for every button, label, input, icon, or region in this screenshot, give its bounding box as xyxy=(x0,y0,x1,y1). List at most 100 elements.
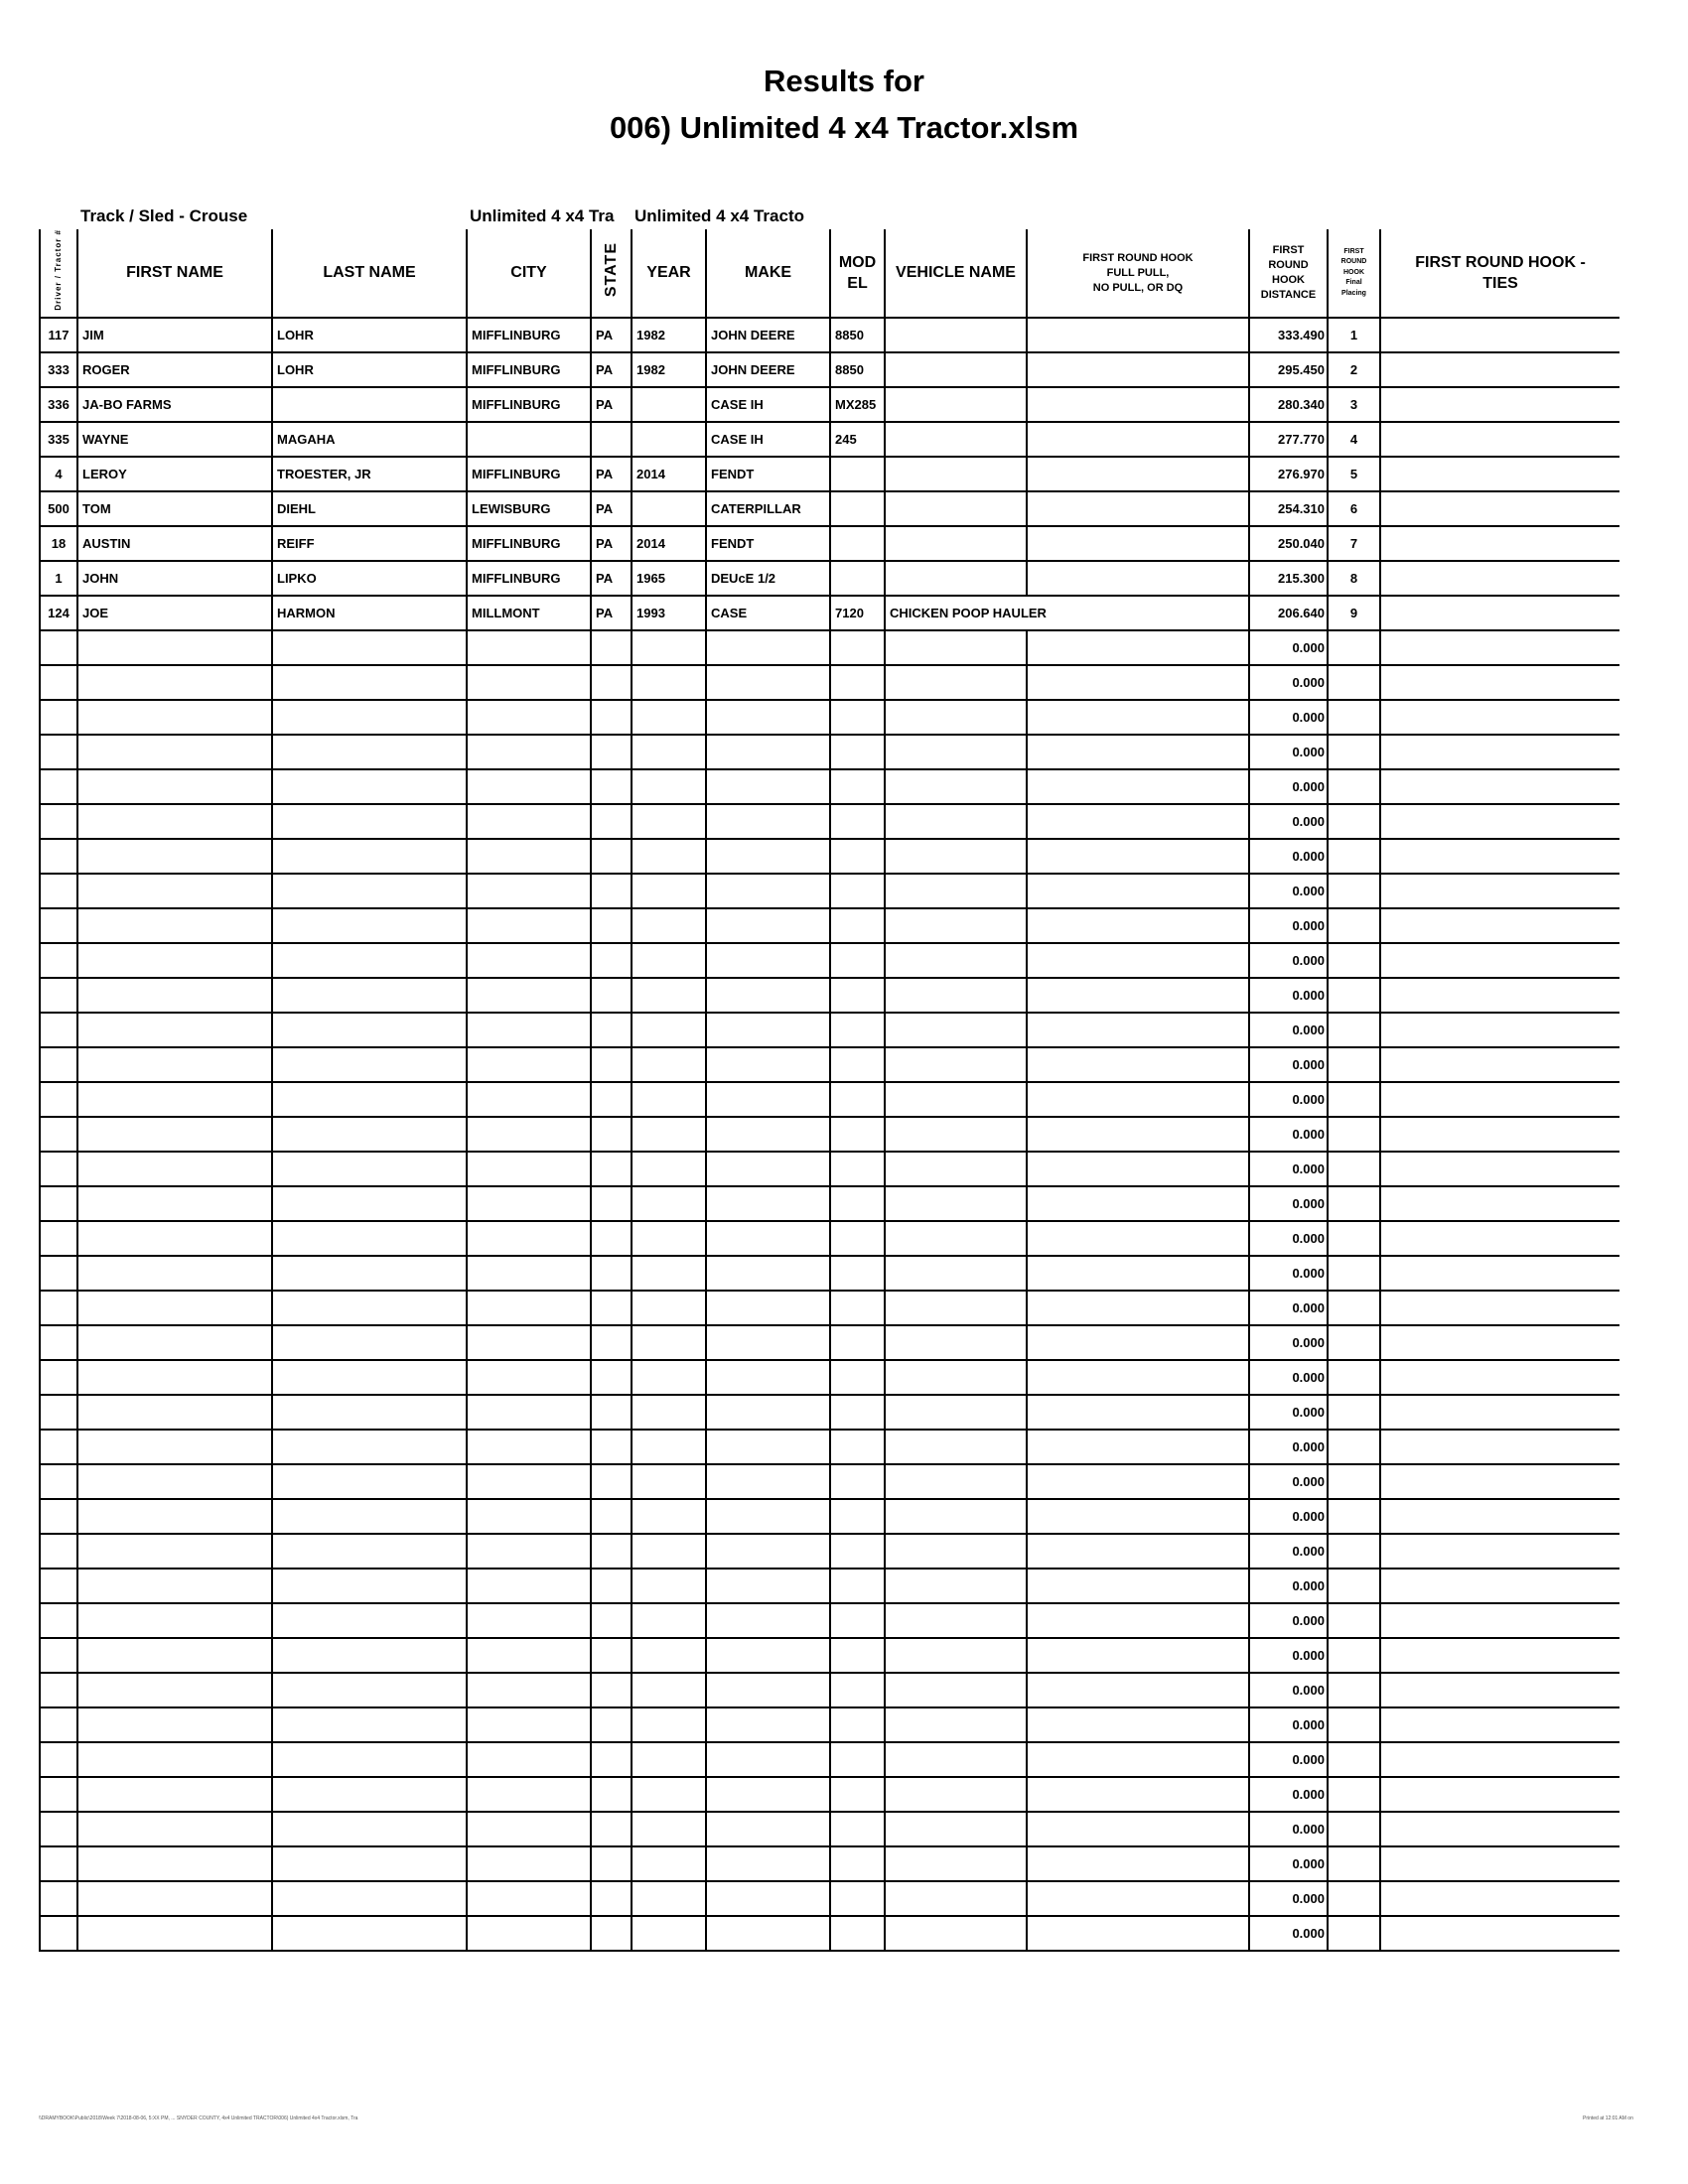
cell-model: 8850 xyxy=(829,351,886,389)
cell-distance: 0.000 xyxy=(1248,1915,1329,1953)
cell-make: CATERPILLAR xyxy=(705,490,831,528)
cell-ties xyxy=(1379,1637,1619,1675)
cell-make xyxy=(705,734,831,771)
cell-number xyxy=(39,1429,78,1466)
cell-distance: 0.000 xyxy=(1248,907,1329,945)
cell-distance: 0.000 xyxy=(1248,768,1329,806)
cell-last-name: HARMON xyxy=(271,595,468,632)
cell-distance: 0.000 xyxy=(1248,1880,1329,1918)
cell-first-name xyxy=(76,1811,273,1848)
cell-first-name xyxy=(76,803,273,841)
cell-last-name xyxy=(271,1811,468,1848)
cell-model xyxy=(829,1394,886,1432)
cell-vehicle-name xyxy=(884,560,1028,598)
cell-city xyxy=(466,1220,592,1258)
cell-year xyxy=(631,1915,707,1953)
cell-first-name xyxy=(76,1672,273,1709)
page-title-line-1: Results for xyxy=(764,64,924,98)
empty-table-row: 0.000 xyxy=(39,907,1619,945)
cell-placing xyxy=(1327,1845,1381,1883)
cell-last-name xyxy=(271,873,468,910)
cell-model: 7120 xyxy=(829,595,886,632)
cell-year xyxy=(631,1672,707,1709)
cell-distance: 0.000 xyxy=(1248,942,1329,980)
cell-status xyxy=(1026,1463,1250,1501)
cell-first-name xyxy=(76,1394,273,1432)
cell-vehicle-name xyxy=(884,421,1028,459)
cell-last-name xyxy=(271,1324,468,1362)
cell-vehicle-name xyxy=(884,1637,1028,1675)
cell-make xyxy=(705,1220,831,1258)
cell-distance: 276.970 xyxy=(1248,456,1329,493)
cell-last-name xyxy=(271,1602,468,1640)
cell-city: MIFFLINBURG xyxy=(466,525,592,563)
cell-state xyxy=(590,1463,633,1501)
cell-first-name xyxy=(76,1185,273,1223)
cell-year xyxy=(631,1533,707,1570)
cell-distance: 0.000 xyxy=(1248,1706,1329,1744)
cell-ties xyxy=(1379,1429,1619,1466)
col-status: FIRST ROUND HOOK FULL PULL, NO PULL, OR DQ xyxy=(1026,229,1250,320)
cell-first-name xyxy=(76,1151,273,1188)
cell-last-name xyxy=(271,942,468,980)
cell-model xyxy=(829,1429,886,1466)
cell-state xyxy=(590,1324,633,1362)
cell-vehicle-name xyxy=(884,942,1028,980)
cell-state xyxy=(590,1290,633,1327)
cell-state xyxy=(590,1533,633,1570)
cell-state xyxy=(590,664,633,702)
cell-state xyxy=(590,1429,633,1466)
empty-table-row: 0.000 xyxy=(39,1046,1619,1084)
cell-make xyxy=(705,1880,831,1918)
cell-last-name xyxy=(271,734,468,771)
cell-state xyxy=(590,1880,633,1918)
table-row: 500 TOM DIEHL LEWISBURG PA CATERPILLAR 254.310… xyxy=(39,490,1619,528)
cell-number xyxy=(39,1116,78,1154)
cell-state xyxy=(590,1915,633,1953)
header-row: Driver / Tractor # FIRST NAME LAST NAME … xyxy=(39,229,1619,320)
cell-distance: 0.000 xyxy=(1248,1046,1329,1084)
cell-city: LEWISBURG xyxy=(466,490,592,528)
cell-model xyxy=(829,629,886,667)
cell-year xyxy=(631,1602,707,1640)
cell-first-name xyxy=(76,942,273,980)
empty-table-row: 0.000 xyxy=(39,1151,1619,1188)
cell-make xyxy=(705,1359,831,1397)
cell-vehicle-name xyxy=(884,734,1028,771)
cell-model xyxy=(829,1185,886,1223)
cell-last-name xyxy=(271,1776,468,1814)
cell-year xyxy=(631,1185,707,1223)
cell-placing xyxy=(1327,1672,1381,1709)
cell-state xyxy=(590,1637,633,1675)
cell-model xyxy=(829,1012,886,1049)
col-first-name: FIRST NAME xyxy=(76,229,273,320)
cell-number xyxy=(39,942,78,980)
cell-vehicle-name xyxy=(884,351,1028,389)
cell-number xyxy=(39,803,78,841)
cell-status xyxy=(1026,803,1250,841)
cell-ties xyxy=(1379,664,1619,702)
cell-model xyxy=(829,1463,886,1501)
empty-table-row: 0.000 xyxy=(39,1568,1619,1605)
cell-state xyxy=(590,734,633,771)
cell-distance: 0.000 xyxy=(1248,838,1329,876)
cell-year xyxy=(631,386,707,424)
cell-first-name xyxy=(76,977,273,1015)
cell-first-name xyxy=(76,1081,273,1119)
cell-state: PA xyxy=(590,317,633,354)
cell-ties xyxy=(1379,456,1619,493)
cell-number xyxy=(39,1324,78,1362)
cell-last-name xyxy=(271,768,468,806)
cell-state xyxy=(590,838,633,876)
cell-first-name xyxy=(76,664,273,702)
empty-table-row: 0.000 xyxy=(39,699,1619,737)
cell-first-name: TOM xyxy=(76,490,273,528)
cell-number xyxy=(39,1498,78,1536)
cell-number xyxy=(39,1151,78,1188)
cell-year xyxy=(631,1012,707,1049)
empty-table-row: 0.000 xyxy=(39,838,1619,876)
cell-city: MIFFLINBURG xyxy=(466,560,592,598)
cell-make xyxy=(705,1533,831,1570)
cell-ties xyxy=(1379,1012,1619,1049)
cell-placing xyxy=(1327,1637,1381,1675)
